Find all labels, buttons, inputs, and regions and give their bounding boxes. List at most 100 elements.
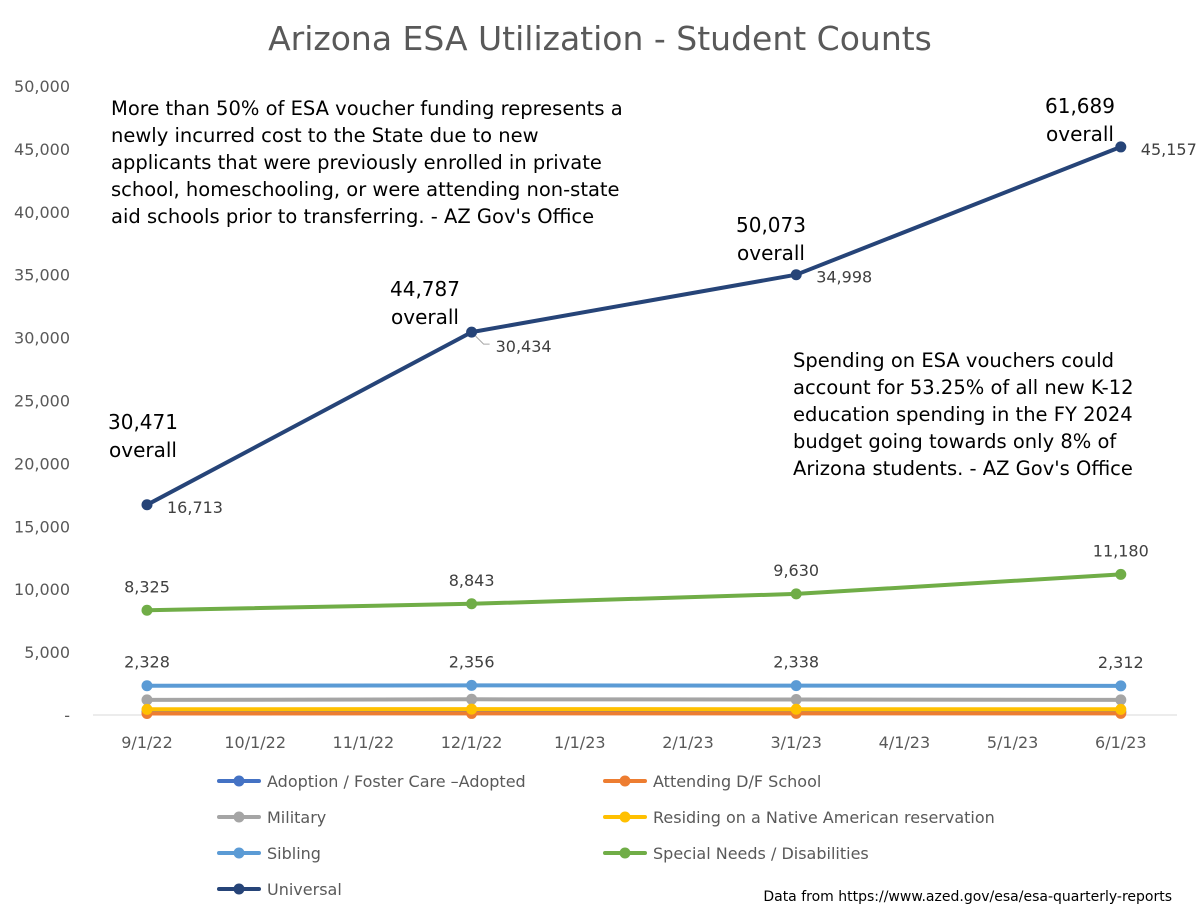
y-tick-label: 10,000 bbox=[14, 580, 70, 599]
data-point bbox=[466, 679, 478, 691]
data-point bbox=[466, 693, 478, 705]
chart-title: Arizona ESA Utilization - Student Counts bbox=[268, 19, 932, 58]
data-label-special-needs: 11,180 bbox=[1093, 541, 1149, 560]
overall-label-line: 44,787 bbox=[390, 277, 460, 301]
data-point bbox=[1115, 703, 1127, 715]
legend-item: Universal bbox=[217, 880, 342, 899]
data-point bbox=[466, 598, 478, 610]
annotation-line: aid schools prior to transferring. - AZ … bbox=[111, 205, 594, 228]
annotation-line: Arizona students. - AZ Gov's Office bbox=[793, 457, 1133, 480]
series-3 bbox=[141, 703, 1127, 715]
leader-line bbox=[475, 335, 490, 345]
overall-label-line: 61,689 bbox=[1045, 94, 1115, 118]
y-tick-label: 15,000 bbox=[14, 517, 70, 536]
y-tick-label: 30,000 bbox=[14, 329, 70, 348]
legend-swatch-marker bbox=[233, 883, 245, 895]
legend-label: Adoption / Foster Care –Adopted bbox=[267, 772, 526, 791]
legend-label: Universal bbox=[267, 880, 342, 899]
legend-item: Military bbox=[217, 808, 326, 827]
data-point bbox=[466, 703, 478, 715]
overall-label: 50,073 overall bbox=[736, 213, 806, 265]
data-point bbox=[466, 326, 478, 338]
annotations: More than 50% of ESA voucher funding rep… bbox=[111, 97, 1134, 480]
annotation-line: applicants that were previously enrolled… bbox=[111, 151, 602, 174]
data-label-sibling: 2,356 bbox=[449, 652, 495, 671]
legend-swatch-marker bbox=[233, 775, 245, 787]
legend-label: Residing on a Native American reservatio… bbox=[653, 808, 995, 827]
y-tick-label: 25,000 bbox=[14, 392, 70, 411]
data-label-special-needs: 8,325 bbox=[124, 577, 170, 596]
data-label-universal: 34,998 bbox=[816, 268, 872, 287]
data-point bbox=[790, 588, 802, 600]
series-line bbox=[145, 697, 1123, 702]
data-point bbox=[141, 694, 153, 706]
data-label-special-needs: 9,630 bbox=[773, 561, 819, 580]
legend-item: Sibling bbox=[217, 844, 321, 863]
data-label-special-needs: 8,843 bbox=[449, 571, 495, 590]
data-point bbox=[1115, 568, 1127, 580]
overall-label: 44,787 overall bbox=[390, 277, 460, 329]
x-tick-label: 10/1/22 bbox=[224, 733, 286, 752]
series-line bbox=[145, 572, 1123, 613]
y-tick-label: 5,000 bbox=[24, 643, 70, 662]
data-point bbox=[141, 703, 153, 715]
annotation-text: Spending on ESA vouchers could account fo… bbox=[793, 349, 1134, 480]
data-point bbox=[1115, 694, 1127, 706]
annotation-line: budget going towards only 8% of bbox=[793, 430, 1117, 453]
data-point bbox=[141, 604, 153, 616]
legend-swatch-marker bbox=[233, 811, 245, 823]
data-label-universal: 30,434 bbox=[496, 337, 552, 356]
series-lines bbox=[141, 141, 1127, 719]
data-label-universal: 45,157 bbox=[1141, 140, 1197, 159]
annotation-line: Spending on ESA vouchers could bbox=[793, 349, 1114, 372]
data-point bbox=[790, 703, 802, 715]
data-label-sibling: 2,338 bbox=[773, 653, 819, 672]
legend-label: Sibling bbox=[267, 844, 321, 863]
x-tick-label: 3/1/23 bbox=[770, 733, 822, 752]
data-point bbox=[790, 680, 802, 692]
legend-swatch-marker bbox=[619, 847, 631, 859]
overall-label-line: overall bbox=[391, 305, 459, 329]
legend-item: Adoption / Foster Care –Adopted bbox=[217, 772, 526, 791]
data-point bbox=[790, 694, 802, 706]
series-line bbox=[145, 683, 1123, 688]
annotation-line: More than 50% of ESA voucher funding rep… bbox=[111, 97, 623, 120]
y-tick-label: 50,000 bbox=[14, 77, 70, 96]
overall-label-line: overall bbox=[737, 241, 805, 265]
axes: - 5,000 10,000 15,000 20,000 25,000 30,000 35,0… bbox=[14, 77, 1177, 752]
y-tick-label: - bbox=[64, 706, 70, 725]
overall-label: 30,471 overall bbox=[108, 410, 178, 462]
x-tick-label: 9/1/22 bbox=[121, 733, 173, 752]
legend-swatch-marker bbox=[233, 847, 245, 859]
series-4 bbox=[141, 679, 1127, 692]
legend-item: Special Needs / Disabilities bbox=[603, 844, 869, 863]
x-tick-label: 1/1/23 bbox=[554, 733, 606, 752]
annotation-line: newly incurred cost to the State due to … bbox=[111, 124, 539, 147]
legend-label: Attending D/F School bbox=[653, 772, 821, 791]
overall-label-line: 50,073 bbox=[736, 213, 806, 237]
legend-swatch-marker bbox=[619, 775, 631, 787]
overall-label-line: overall bbox=[109, 438, 177, 462]
legend-swatch-marker bbox=[619, 811, 631, 823]
data-point bbox=[790, 269, 802, 281]
y-tick-label: 45,000 bbox=[14, 140, 70, 159]
x-tick-label: 6/1/23 bbox=[1095, 733, 1147, 752]
series-2 bbox=[141, 693, 1127, 706]
data-labels: 16,713 30,434 34,998 45,157 8,325 8,843 9,630 1… bbox=[108, 94, 1197, 672]
series-line bbox=[145, 144, 1123, 507]
overall-label-line: 30,471 bbox=[108, 410, 178, 434]
x-tick-label: 2/1/23 bbox=[662, 733, 714, 752]
x-tick-label: 4/1/23 bbox=[879, 733, 931, 752]
data-point bbox=[141, 499, 153, 511]
legend: Adoption / Foster Care –Adopted Attending… bbox=[217, 772, 995, 899]
annotation-line: account for 53.25% of all new K-12 bbox=[793, 376, 1134, 399]
x-tick-label: 5/1/23 bbox=[987, 733, 1039, 752]
overall-label: 61,689 overall bbox=[1045, 94, 1115, 146]
annotation-line: education spending in the FY 2024 bbox=[793, 403, 1133, 426]
legend-label: Military bbox=[267, 808, 326, 827]
data-label-sibling: 2,328 bbox=[124, 653, 170, 672]
y-tick-label: 40,000 bbox=[14, 203, 70, 222]
source-note: Data from https://www.azed.gov/esa/esa-q… bbox=[763, 889, 1172, 905]
y-tick-label: 20,000 bbox=[14, 454, 70, 473]
